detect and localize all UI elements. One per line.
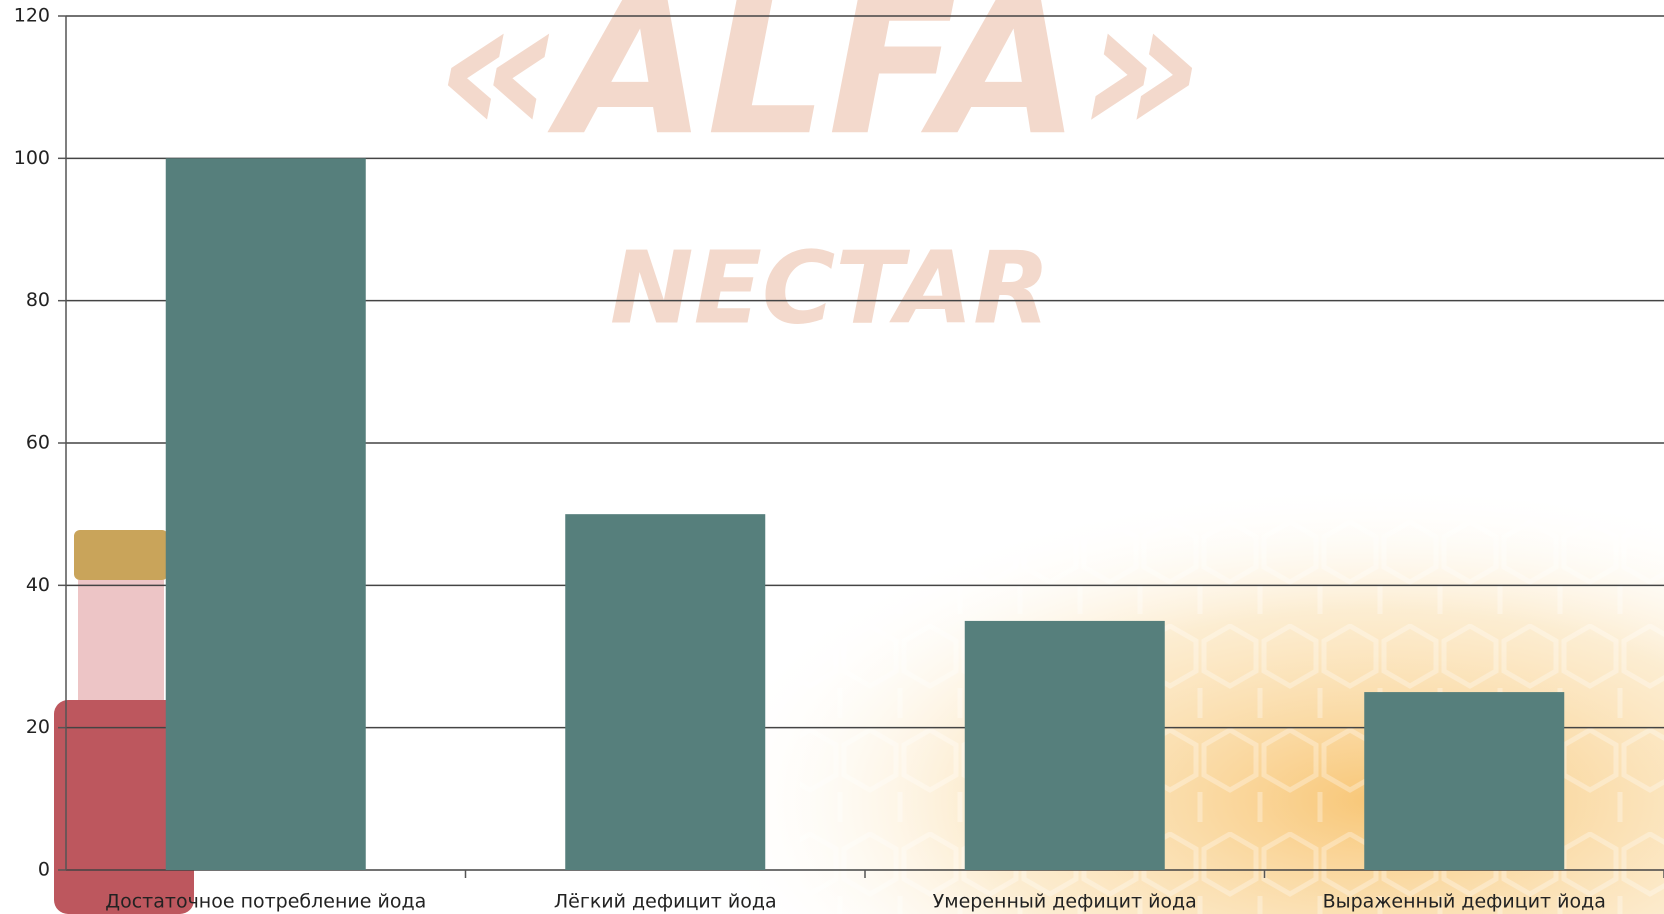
- y-tick-label: 20: [26, 716, 50, 738]
- y-tick-label: 120: [14, 5, 50, 27]
- y-tick-label: 0: [38, 859, 50, 881]
- bar: [165, 158, 366, 871]
- y-tick-label: 80: [26, 289, 50, 311]
- watermark: NECTAR: [610, 229, 1050, 346]
- watermark: «ALFA»: [436, 0, 1203, 177]
- bar: [565, 514, 766, 870]
- x-tick-label: Выраженный дефицит йода: [1323, 891, 1606, 913]
- y-tick-label: 60: [26, 432, 50, 454]
- bar: [1364, 692, 1565, 870]
- x-tick-label: Умеренный дефицит йода: [933, 891, 1197, 913]
- x-tick-label: Достаточное потребление йода: [105, 891, 426, 913]
- x-tick-label: Лёгкий дефицит йода: [554, 891, 777, 913]
- y-tick-label: 40: [26, 574, 50, 596]
- y-tick-label: 100: [14, 147, 50, 169]
- bar: [964, 620, 1165, 870]
